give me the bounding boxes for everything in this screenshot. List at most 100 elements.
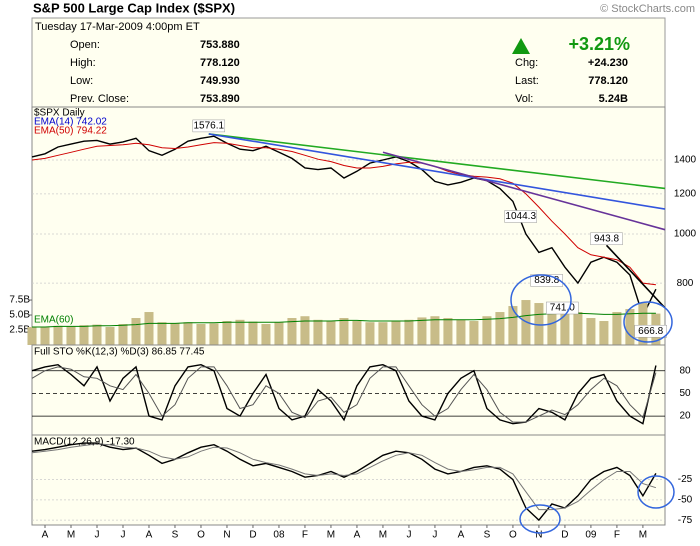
volume-bar [391,321,401,345]
y-tick-label: 80 [679,365,691,376]
trendline [208,133,666,210]
x-tick-label: O [197,530,205,541]
annotation-box [192,119,226,133]
volume-bar [326,321,336,345]
volume-bar [547,309,557,345]
x-tick-label: J [432,530,437,541]
volume-bar [339,318,349,345]
volume-bar [209,323,219,345]
volume-bar [157,322,167,345]
volume-bar [638,303,648,345]
quote-label: Prev. Close: [70,93,129,105]
y-tick-label: -50 [678,495,693,506]
y2-tick-label: 2.5B [9,325,30,336]
volume-bar [53,325,63,345]
x-tick-label: 09 [585,530,597,541]
series-line [31,366,657,423]
stat-label: Chg: [515,57,538,69]
x-tick-label: 08 [273,530,285,541]
y-tick-label: 800 [677,278,694,289]
series-line [31,135,657,318]
volume-bar [261,324,271,345]
volume-bar [352,321,362,345]
x-tick-label: A [42,530,49,541]
x-tick-label: J [120,530,125,541]
volume-bar [222,321,232,345]
annotation: 839.8 [534,275,559,286]
volume-bar [118,324,128,345]
volume-bar [560,306,570,345]
volume-bar [66,326,76,345]
volume-bar [170,323,180,345]
volume-bar [196,324,206,345]
x-tick-label: M [67,530,75,541]
legend-entry: EMA(60) [34,315,73,326]
volume-bar [365,322,375,345]
volume-bar [469,321,479,345]
volume-bar [482,316,492,345]
series-line [31,443,657,511]
volume-bar [183,322,193,345]
x-tick-label: O [509,530,517,541]
highlight-circle [519,504,561,534]
quote-value: 749.930 [200,75,240,87]
annotation: 666.8 [638,326,663,337]
quote-value: 753.880 [200,39,240,51]
panel-background [31,434,666,526]
x-tick-label: M [639,530,647,541]
quote-box [31,17,666,108]
volume-bar [625,309,635,345]
volume-bar [300,316,310,345]
panel-background [31,344,666,436]
y-tick-label: -25 [678,474,693,485]
volume-bar [40,327,50,345]
volume-bar [248,321,258,345]
y-tick-label: 1400 [674,155,697,166]
stat-value: 5.24B [599,93,628,105]
annotation-box [504,210,537,223]
x-tick-label: A [146,530,153,541]
stat-label: Vol: [515,93,533,105]
quote-label: High: [70,57,96,69]
volume-bar [456,319,466,345]
volume-bar [144,312,154,345]
volume-bar [404,319,414,345]
annotation: 1044.3 [505,211,536,222]
highlight-circle [623,301,673,343]
y-tick-label: -75 [678,515,693,526]
x-tick-label: J [94,530,99,541]
volume-bar [79,325,89,345]
y-tick-label: 50 [679,388,691,399]
quote-label: Low: [70,75,93,87]
volume-bar [274,322,284,345]
volume-bar [313,319,323,345]
series-line [31,363,657,425]
x-tick-label: N [535,530,542,541]
panel-title: MACD(12,26,9) -17.30 [34,437,135,448]
x-tick-label: S [484,530,491,541]
volume-bar [573,312,583,345]
x-tick-label: M [327,530,335,541]
annotation-box [634,324,667,338]
chart-title: S&P 500 Large Cap Index ($SPX) [33,0,235,15]
y2-tick-label: 5.0B [9,310,30,321]
trendline [382,151,666,231]
x-tick-label: A [354,530,361,541]
annotation-box [590,232,623,246]
x-tick-label: F [614,530,620,541]
volume-bar [105,327,115,345]
stat-label: Last: [515,75,539,87]
x-tick-label: D [561,530,568,541]
change-pct: +3.21% [568,34,630,54]
x-tick-label: M [379,530,387,541]
legend-entry: $SPX Daily [34,108,85,119]
stat-value: +24.230 [588,57,628,69]
datetime: Tuesday 17-Mar-2009 4:00pm ET [35,21,200,33]
series-line [31,142,656,286]
volume-bar [495,312,505,345]
highlights [510,274,675,534]
trendline [208,133,666,190]
volume-bar [430,316,440,345]
